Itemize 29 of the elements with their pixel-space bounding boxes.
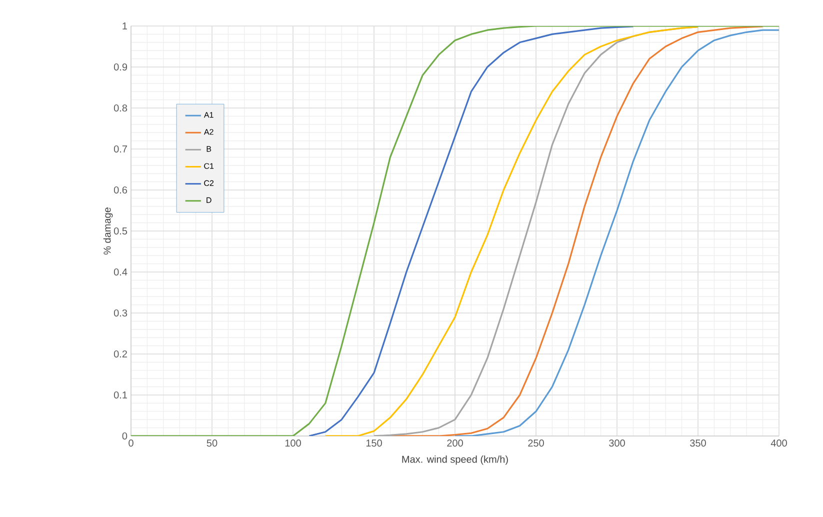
legend-label: A2 [204, 129, 214, 135]
legend-label: A1 [204, 112, 214, 118]
x-tick-label: 350 [690, 440, 706, 447]
y-tick-label: 0.2 [114, 350, 127, 358]
x-tick-label: 250 [528, 440, 544, 447]
x-tick-label: 150 [366, 440, 382, 447]
x-tick-label: 50 [206, 440, 218, 447]
y-tick-label: 0.5 [114, 227, 128, 235]
y-tick-label: 0.8 [114, 104, 128, 112]
legend-label: C1 [204, 163, 214, 169]
y-tick-label: 0.3 [114, 309, 128, 317]
y-tick-label: 0 [122, 432, 128, 440]
x-axis-title: Max. wind speed (km/h) [402, 455, 508, 465]
legend-label: B [206, 146, 212, 152]
y-tick-label: 0.9 [114, 63, 128, 71]
x-tick-label: 400 [770, 440, 787, 447]
y-tick-label: 0.1 [114, 391, 127, 399]
y-tick-label: 0.4 [114, 268, 128, 276]
line-series [454, 29, 779, 436]
x-tick-label: 200 [447, 440, 463, 447]
y-tick-label: 0.6 [114, 186, 128, 194]
x-tick-label: 100 [285, 440, 301, 447]
y-tick-label: 1 [122, 22, 127, 30]
x-tick-label: 0 [128, 440, 134, 447]
y-axis-title: % damage [103, 208, 113, 255]
legend-label: C2 [204, 180, 214, 186]
y-tick-label: 0.7 [114, 145, 127, 153]
x-tick-label: 300 [609, 440, 625, 447]
legend-label: D [206, 197, 212, 203]
